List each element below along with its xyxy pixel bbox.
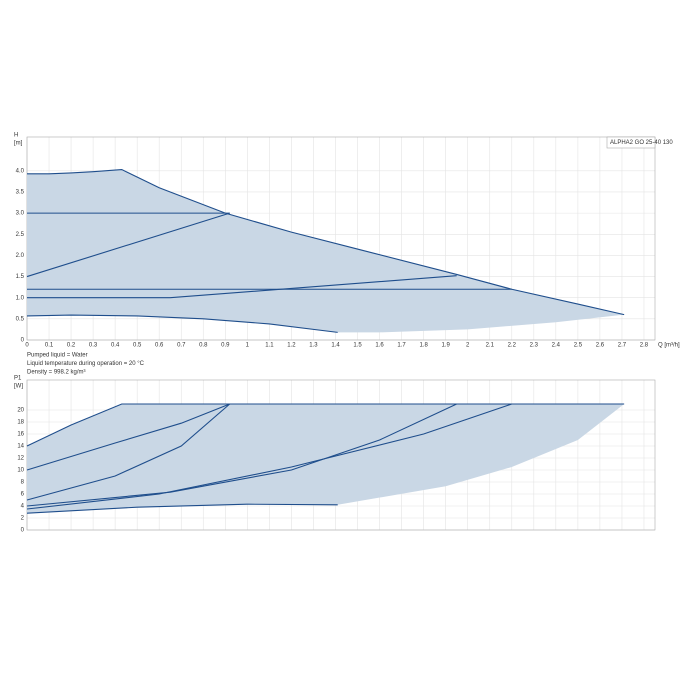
x-tick-label: 1.3 <box>309 343 318 349</box>
y-tick-label: 14 <box>17 444 24 450</box>
y-axis-label: [m] <box>14 141 23 147</box>
x-tick-label: 1.6 <box>375 343 384 349</box>
curve <box>26 403 457 507</box>
x-tick-label: 2.5 <box>574 343 583 349</box>
x-tick-label: 0.4 <box>111 343 120 349</box>
y-tick-label: 8 <box>21 480 25 486</box>
x-tick-label: 2.7 <box>618 343 627 349</box>
y-tick-label: 2.0 <box>16 253 25 259</box>
y-tick-label: 4 <box>21 504 25 510</box>
y-tick-label: 1.0 <box>16 295 25 301</box>
legend-text: ALPHA2 GO 25-40 130 <box>610 140 673 146</box>
y-axis-label: H <box>14 133 18 139</box>
curve <box>26 503 338 514</box>
x-tick-label: 1.2 <box>287 343 296 349</box>
curve <box>26 403 230 471</box>
operating-area <box>27 169 625 333</box>
x-tick-label: 0.3 <box>89 343 98 349</box>
y-axis-label: P1 <box>14 376 22 382</box>
y-tick-label: 3.5 <box>16 190 25 196</box>
y-tick-label: 16 <box>17 432 24 438</box>
note: Density = 998.2 kg/m³ <box>27 370 86 376</box>
y-tick-label: 4.0 <box>16 168 25 174</box>
x-tick-label: 2.1 <box>486 343 495 349</box>
x-tick-label: 2.4 <box>552 343 561 349</box>
x-tick-label: 1.7 <box>397 343 406 349</box>
x-axis-label: Q [m³/h] <box>658 343 680 349</box>
x-tick-label: 1.1 <box>265 343 274 349</box>
y-tick-label: 1.5 <box>16 274 25 280</box>
y-tick-label: 3.0 <box>16 211 25 217</box>
y-tick-label: 2 <box>21 516 25 522</box>
x-tick-label: 0.1 <box>45 343 54 349</box>
legend: ALPHA2 GO 25-40 130 <box>606 136 673 149</box>
x-tick-label: 1.5 <box>353 343 362 349</box>
y-tick-label: 6 <box>21 492 25 498</box>
legend-box <box>606 136 656 149</box>
y-tick-label: 2.5 <box>16 232 25 238</box>
x-tick-label: 2.2 <box>508 343 517 349</box>
curve <box>26 212 230 278</box>
x-tick-label: 2.3 <box>530 343 539 349</box>
x-tick-label: 1.8 <box>419 343 428 349</box>
y-tick-label: 12 <box>17 456 24 462</box>
x-tick-label: 2 <box>466 343 470 349</box>
y-tick-label: 10 <box>17 468 24 474</box>
x-tick-label: 0.8 <box>199 343 208 349</box>
y-tick-label: 18 <box>17 420 24 426</box>
x-tick-label: 0.6 <box>155 343 164 349</box>
curve <box>26 314 338 333</box>
y-tick-label: 20 <box>17 408 24 414</box>
y-tick-label: 0 <box>21 338 25 344</box>
x-tick-label: 0.9 <box>221 343 230 349</box>
y-tick-label: 0 <box>21 528 25 534</box>
x-tick-label: 2.6 <box>596 343 605 349</box>
x-tick-label: 0.7 <box>177 343 186 349</box>
x-tick-label: 2.8 <box>640 343 649 349</box>
x-tick-label: 1 <box>246 343 250 349</box>
x-tick-label: 1.9 <box>441 343 450 349</box>
note: Liquid temperature during operation = 20… <box>27 361 145 367</box>
note: Pumped liquid = Water <box>27 353 88 359</box>
x-tick-label: 0.5 <box>133 343 142 349</box>
y-axis-label: [W] <box>14 384 23 390</box>
curve <box>26 403 512 510</box>
curve <box>27 275 457 299</box>
x-tick-label: 1.4 <box>331 343 340 349</box>
curve <box>26 403 625 447</box>
x-tick-label: 0.2 <box>67 343 76 349</box>
curve <box>26 403 231 501</box>
x-tick-label: 0 <box>25 343 29 349</box>
y-tick-label: 0.5 <box>16 316 25 322</box>
